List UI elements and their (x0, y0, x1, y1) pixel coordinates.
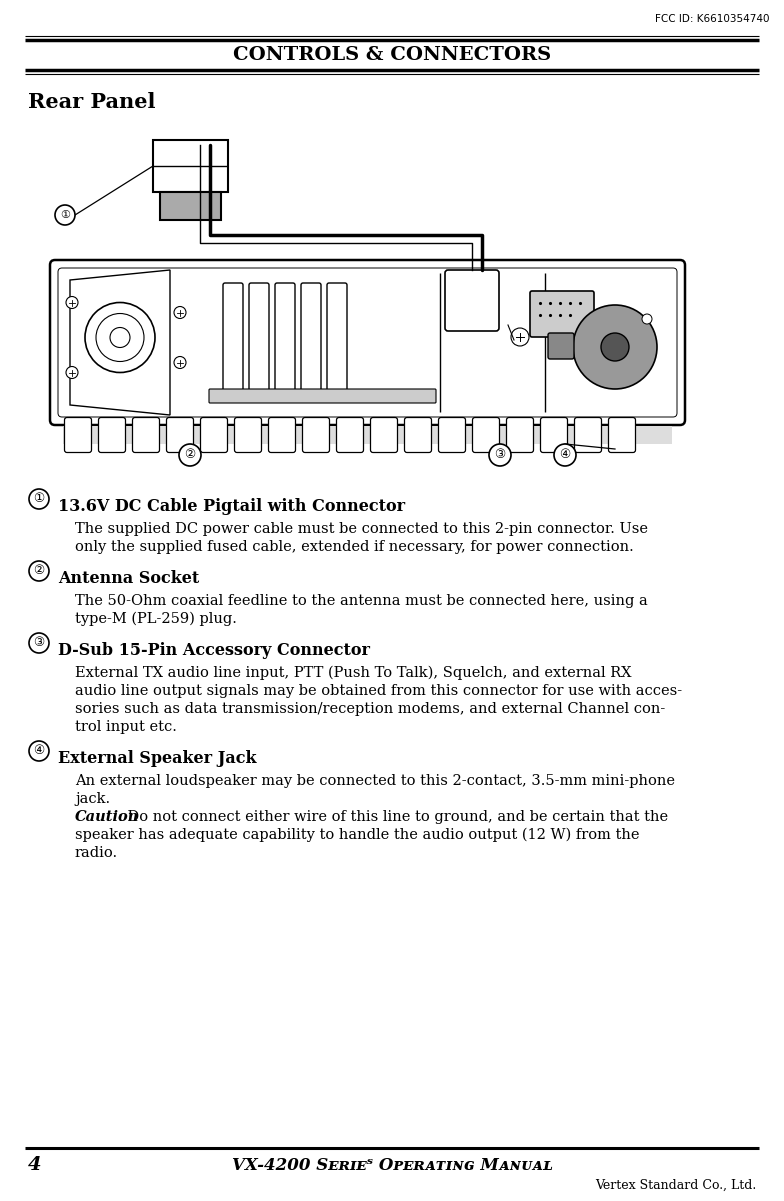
Text: audio line output signals may be obtained from this connector for use with acces: audio line output signals may be obtaine… (75, 685, 682, 698)
FancyBboxPatch shape (445, 270, 499, 331)
Text: The supplied DC power cable must be connected to this 2-pin connector. Use: The supplied DC power cable must be conn… (75, 522, 648, 536)
FancyBboxPatch shape (506, 418, 533, 453)
Circle shape (573, 305, 657, 389)
Text: The 50-Ohm coaxial feedline to the antenna must be connected here, using a: The 50-Ohm coaxial feedline to the anten… (75, 594, 648, 608)
Circle shape (85, 303, 155, 372)
FancyBboxPatch shape (132, 418, 159, 453)
Text: ③: ③ (495, 448, 506, 461)
FancyBboxPatch shape (268, 418, 296, 453)
Text: 4: 4 (28, 1157, 42, 1175)
Circle shape (29, 741, 49, 761)
FancyBboxPatch shape (530, 291, 594, 337)
Text: only the supplied fused cable, extended if necessary, for power connection.: only the supplied fused cable, extended … (75, 540, 633, 554)
Text: External Speaker Jack: External Speaker Jack (58, 749, 256, 767)
Text: type-M (PL-259) plug.: type-M (PL-259) plug. (75, 613, 237, 627)
FancyBboxPatch shape (608, 418, 636, 453)
FancyBboxPatch shape (99, 418, 125, 453)
Text: Vertex Standard Co., Ltd.: Vertex Standard Co., Ltd. (595, 1178, 756, 1191)
FancyBboxPatch shape (327, 283, 347, 402)
Text: External TX audio line input, PTT (Push To Talk), Squelch, and external RX: External TX audio line input, PTT (Push … (75, 667, 631, 681)
Text: : Do not connect either wire of this line to ground, and be certain that the: : Do not connect either wire of this lin… (118, 809, 668, 824)
Bar (160, 192, 221, 220)
Bar (63, 426, 672, 444)
Text: VX-4200 Sᴇʀɪᴇˢ Oᴘᴇʀᴀᴛɪɴɢ Mᴀɴᴜᴀʟ: VX-4200 Sᴇʀɪᴇˢ Oᴘᴇʀᴀᴛɪɴɢ Mᴀɴᴜᴀʟ (231, 1157, 553, 1173)
FancyBboxPatch shape (371, 418, 397, 453)
FancyBboxPatch shape (64, 418, 92, 453)
Bar (153, 141, 228, 192)
Circle shape (179, 444, 201, 466)
Text: ②: ② (184, 448, 196, 461)
FancyBboxPatch shape (201, 418, 227, 453)
Text: ①: ① (60, 210, 70, 220)
Text: Antenna Socket: Antenna Socket (58, 570, 199, 587)
Text: ④: ④ (34, 745, 45, 758)
Circle shape (174, 306, 186, 318)
FancyBboxPatch shape (275, 283, 295, 402)
FancyBboxPatch shape (438, 418, 466, 453)
Text: ③: ③ (34, 637, 45, 650)
FancyBboxPatch shape (234, 418, 262, 453)
Circle shape (601, 328, 619, 346)
Circle shape (55, 205, 75, 225)
Text: CONTROLS & CONNECTORS: CONTROLS & CONNECTORS (233, 46, 551, 64)
FancyBboxPatch shape (540, 418, 568, 453)
Polygon shape (70, 270, 170, 416)
Text: radio.: radio. (75, 846, 118, 860)
FancyBboxPatch shape (166, 418, 194, 453)
Text: jack.: jack. (75, 791, 110, 806)
Text: D-Sub 15-Pin Accessory Connector: D-Sub 15-Pin Accessory Connector (58, 643, 370, 659)
Circle shape (29, 633, 49, 653)
FancyBboxPatch shape (473, 418, 499, 453)
Text: 13.6V DC Cable Pigtail with Connector: 13.6V DC Cable Pigtail with Connector (58, 498, 405, 515)
Text: ④: ④ (559, 448, 571, 461)
Circle shape (601, 333, 629, 362)
Circle shape (554, 444, 576, 466)
FancyBboxPatch shape (50, 259, 685, 425)
FancyBboxPatch shape (303, 418, 329, 453)
Circle shape (66, 297, 78, 309)
Circle shape (489, 444, 511, 466)
Circle shape (642, 313, 652, 324)
Circle shape (511, 328, 529, 346)
Text: Rear Panel: Rear Panel (28, 92, 155, 112)
Circle shape (96, 313, 144, 362)
Text: An external loudspeaker may be connected to this 2-contact, 3.5-mm mini-phone: An external loudspeaker may be connected… (75, 773, 675, 788)
Circle shape (66, 366, 78, 378)
Text: sories such as data transmission/reception modems, and external Channel con-: sories such as data transmission/recepti… (75, 703, 666, 716)
Circle shape (29, 561, 49, 581)
FancyBboxPatch shape (575, 418, 601, 453)
Circle shape (29, 489, 49, 509)
Text: FCC ID: K6610354740: FCC ID: K6610354740 (655, 14, 770, 24)
Bar (192, 166, 227, 192)
Circle shape (110, 328, 130, 347)
FancyBboxPatch shape (548, 333, 574, 359)
FancyBboxPatch shape (209, 389, 436, 404)
Text: ②: ② (34, 564, 45, 578)
FancyBboxPatch shape (336, 418, 364, 453)
FancyBboxPatch shape (405, 418, 431, 453)
FancyBboxPatch shape (249, 283, 269, 402)
Circle shape (174, 357, 186, 369)
Text: speaker has adequate capability to handle the audio output (12 W) from the: speaker has adequate capability to handl… (75, 827, 640, 842)
Text: trol input etc.: trol input etc. (75, 721, 177, 734)
Text: ①: ① (34, 492, 45, 506)
FancyBboxPatch shape (301, 283, 321, 402)
Text: Caution: Caution (75, 809, 140, 824)
FancyBboxPatch shape (223, 283, 243, 402)
